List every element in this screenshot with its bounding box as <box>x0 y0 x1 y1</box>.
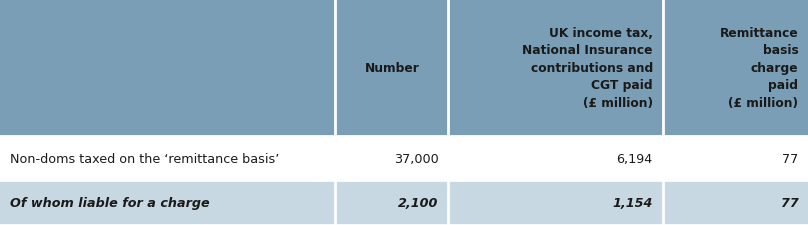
Text: 6,194: 6,194 <box>617 152 653 165</box>
Text: Of whom liable for a charge: Of whom liable for a charge <box>10 196 209 209</box>
Text: 1,154: 1,154 <box>612 196 653 209</box>
Text: Number: Number <box>364 62 419 74</box>
Text: 77: 77 <box>782 152 798 165</box>
Text: UK income tax,
National Insurance
contributions and
CGT paid
(£ million): UK income tax, National Insurance contri… <box>522 27 653 109</box>
Bar <box>0 136 808 180</box>
Text: Remittance
basis
charge
paid
(£ million): Remittance basis charge paid (£ million) <box>720 27 798 109</box>
Text: Non-doms taxed on the ‘remittance basis’: Non-doms taxed on the ‘remittance basis’ <box>10 152 279 165</box>
Text: 2,100: 2,100 <box>398 196 439 209</box>
Text: 77: 77 <box>781 196 798 209</box>
Text: 37,000: 37,000 <box>394 152 439 165</box>
Bar <box>0 180 808 225</box>
Bar <box>0 0 808 136</box>
